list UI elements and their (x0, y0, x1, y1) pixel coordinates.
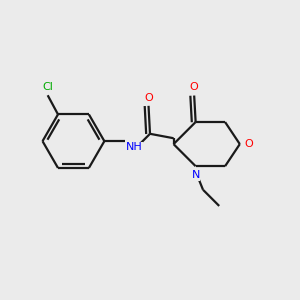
Text: N: N (191, 170, 200, 180)
Text: O: O (190, 82, 199, 92)
Text: Cl: Cl (42, 82, 53, 92)
Text: O: O (144, 93, 153, 103)
Text: NH: NH (125, 142, 142, 152)
Text: O: O (244, 139, 253, 149)
